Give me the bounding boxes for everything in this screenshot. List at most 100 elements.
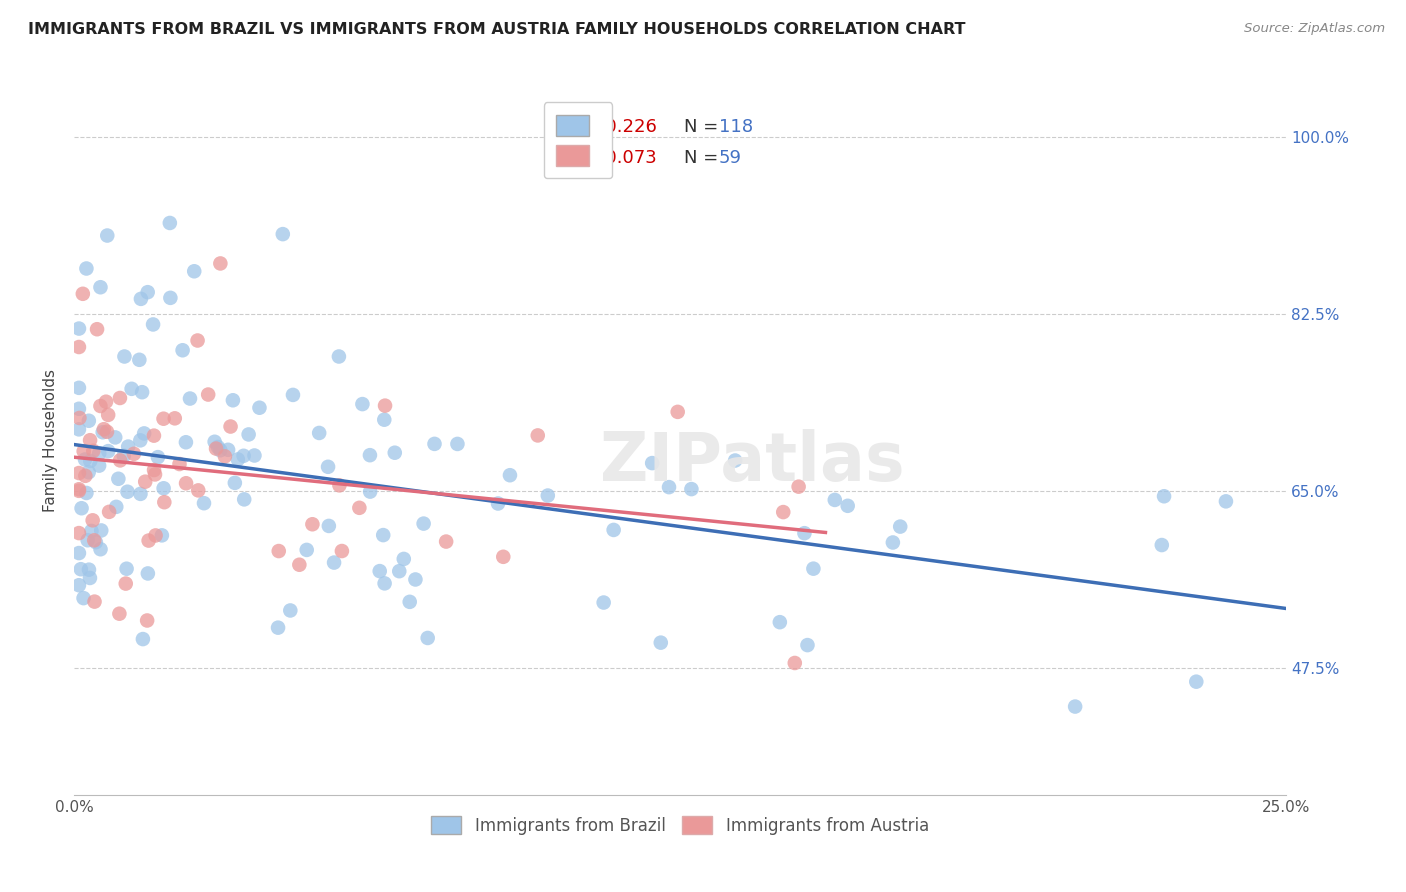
Point [82,443,104,458]
Point [93,422,115,436]
Point [75,468,97,483]
Text: IMMIGRANTS FROM BRAZIL VS IMMIGRANTS FROM AUSTRIA FAMILY HOUSEHOLDS CORRELATION : IMMIGRANTS FROM BRAZIL VS IMMIGRANTS FRO… [28,22,966,37]
Point [75,261,97,276]
Point [374,576,396,591]
Point [373,413,395,427]
Point [87,458,110,473]
Point [537,489,560,503]
Text: N =: N = [683,119,724,136]
Point [67,526,90,541]
Point [205,442,228,456]
Point [187,334,209,348]
Point [114,576,136,591]
Point [837,499,859,513]
Point [204,434,226,449]
Point [301,517,323,532]
Point [114,350,136,364]
Point [803,562,825,576]
Point [122,447,145,461]
Point [267,621,290,635]
Point [197,387,219,401]
Point [67,422,90,436]
Point [129,487,152,501]
Point [1215,494,1237,508]
Point [526,428,548,442]
Point [152,481,174,495]
Text: ZIPatlas: ZIPatlas [600,429,905,495]
Point [388,564,411,578]
Point [121,382,143,396]
Point [142,428,165,442]
Point [142,318,165,332]
Point [79,571,101,585]
Point [152,411,174,425]
Point [787,480,810,494]
Text: Source: ZipAtlas.com: Source: ZipAtlas.com [1244,22,1385,36]
Point [67,466,90,480]
Point [398,595,420,609]
Point [89,399,111,413]
Point [134,426,156,441]
Point [783,656,806,670]
Point [67,340,90,354]
Point [423,437,446,451]
Point [295,542,318,557]
Point [384,446,406,460]
Text: R =: R = [561,149,600,167]
Point [352,397,374,411]
Point [146,450,169,464]
Point [132,632,155,646]
Point [145,528,167,542]
Point [86,322,108,336]
Point [129,434,152,448]
Point [1185,674,1208,689]
Point [108,453,131,467]
Point [67,483,90,498]
Point [67,401,90,416]
Point [328,478,350,492]
Point [89,280,111,294]
Point [374,399,396,413]
Point [83,533,105,548]
Point [163,411,186,425]
Point [416,631,439,645]
Point [233,492,256,507]
Point [222,393,245,408]
Point [96,425,118,439]
Point [94,394,117,409]
Point [72,286,94,301]
Point [207,440,229,454]
Point [69,562,91,576]
Point [117,484,139,499]
Point [89,446,111,460]
Point [174,435,197,450]
Point [349,500,371,515]
Legend: Immigrants from Brazil, Immigrants from Austria: Immigrants from Brazil, Immigrants from … [423,808,936,843]
Point [83,594,105,608]
Point [359,484,381,499]
Point [82,513,104,527]
Point [67,546,90,560]
Point [602,523,624,537]
Point [73,444,96,458]
Point [131,385,153,400]
Point [404,573,426,587]
Point [128,352,150,367]
Point [359,448,381,462]
Point [115,562,138,576]
Point [658,480,681,494]
Point [75,486,97,500]
Point [328,350,350,364]
Point [1064,699,1087,714]
Point [412,516,434,531]
Point [105,500,128,514]
Point [392,552,415,566]
Point [243,449,266,463]
Point [796,638,818,652]
Point [112,449,135,463]
Point [1153,489,1175,503]
Point [187,483,209,498]
Point [681,482,703,496]
Point [769,615,792,630]
Point [134,475,156,489]
